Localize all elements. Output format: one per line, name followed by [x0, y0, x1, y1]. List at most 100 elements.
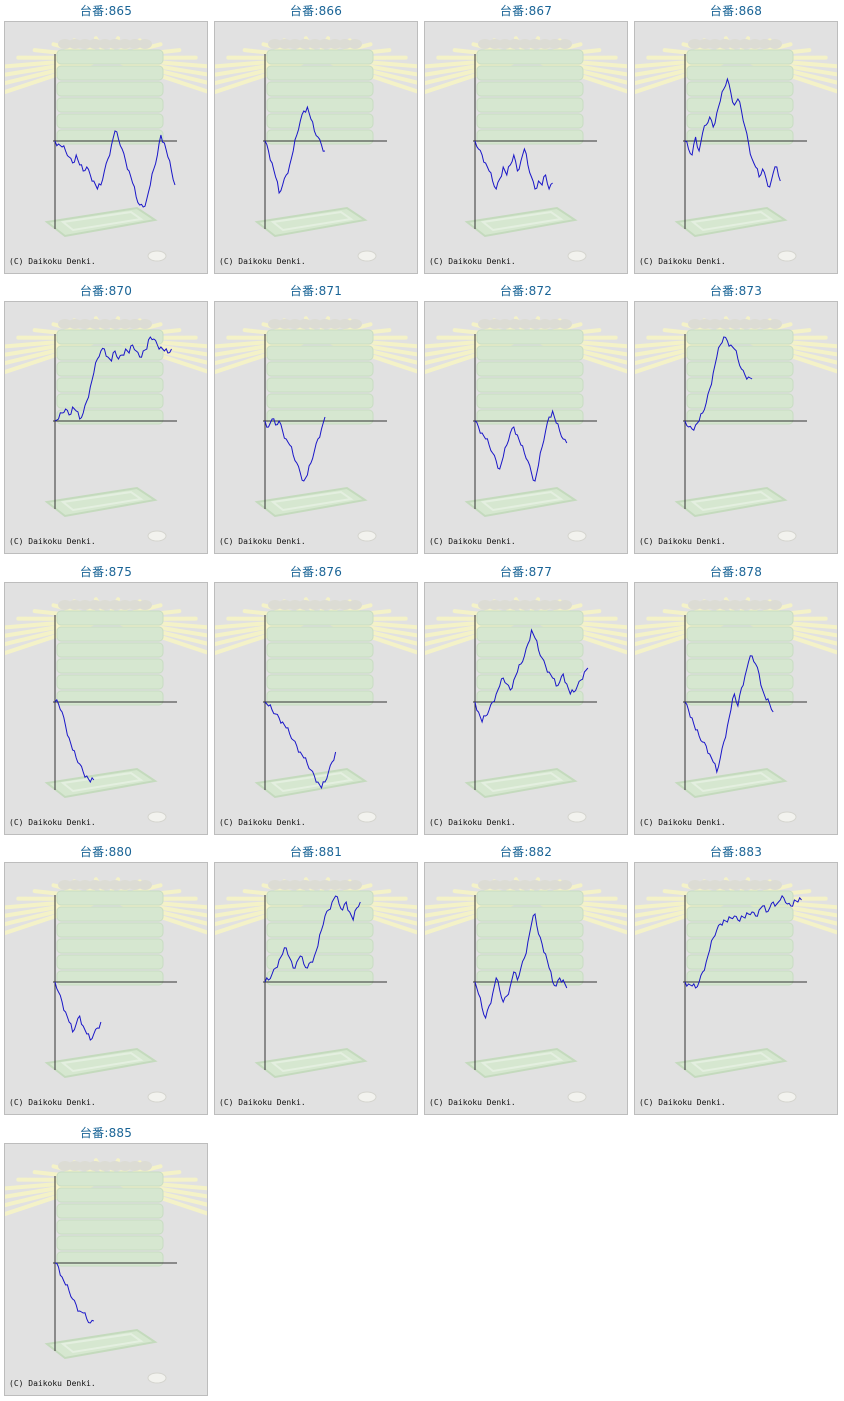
- copyright-text: (C) Daikoku Denki.: [429, 537, 516, 546]
- machine-number-label[interactable]: 台番:881: [289, 845, 343, 859]
- graph-tile[interactable]: 台番:878 (C) Daikoku Denki.: [634, 561, 838, 835]
- copyright-text: (C) Daikoku Denki.: [9, 818, 96, 827]
- slump-graph: [215, 316, 417, 542]
- graph-tile[interactable]: 台番:883 (C) Daikoku Denki.: [634, 841, 838, 1115]
- machine-number-label[interactable]: 台番:876: [289, 565, 343, 579]
- slump-graph-panel: (C) Daikoku Denki.: [4, 301, 208, 554]
- machine-number-label[interactable]: 台番:882: [499, 845, 553, 859]
- machine-number-label[interactable]: 台番:866: [289, 4, 343, 18]
- slump-graph: [215, 877, 417, 1103]
- graph-tile[interactable]: 台番:868 (C) Daikoku Denki.: [634, 0, 838, 274]
- slump-graph: [5, 316, 207, 542]
- slump-graph-panel: (C) Daikoku Denki.: [424, 862, 628, 1115]
- machine-number-label[interactable]: 台番:871: [289, 284, 343, 298]
- slump-series-line: [684, 336, 753, 431]
- medal-box-stack-decoration: [56, 1171, 164, 1267]
- machine-number-label[interactable]: 台番:875: [79, 565, 133, 579]
- machine-number-label[interactable]: 台番:878: [709, 565, 763, 579]
- slump-graph-panel: (C) Daikoku Denki.: [424, 301, 628, 554]
- graph-tile[interactable]: 台番:882 (C) Daikoku Denki.: [424, 841, 628, 1115]
- machine-number-label[interactable]: 台番:883: [709, 845, 763, 859]
- graph-tile[interactable]: 台番:871 (C) Daikoku Denki.: [214, 280, 418, 554]
- graph-tile[interactable]: 台番:870 (C) Daikoku Denki.: [4, 280, 208, 554]
- slump-series-line: [54, 336, 172, 422]
- graph-tile[interactable]: 台番:867 (C) Daikoku Denki.: [424, 0, 628, 274]
- medal-tray-decoration: [44, 206, 158, 238]
- graph-tile[interactable]: 台番:866 (C) Daikoku Denki.: [214, 0, 418, 274]
- medal-tray-decoration: [44, 1328, 158, 1360]
- graph-tile[interactable]: 台番:877 (C) Daikoku Denki.: [424, 561, 628, 835]
- coin-icon: [147, 250, 167, 262]
- medal-box-stack-decoration: [476, 49, 584, 145]
- slump-graph-panel: (C) Daikoku Denki.: [4, 21, 208, 274]
- slump-graph: [635, 316, 837, 542]
- graph-tile[interactable]: 台番:876 (C) Daikoku Denki.: [214, 561, 418, 835]
- slump-series-line: [264, 701, 337, 790]
- copyright-text: (C) Daikoku Denki.: [9, 1379, 96, 1388]
- slump-series-line: [264, 416, 326, 482]
- copyright-text: (C) Daikoku Denki.: [9, 1098, 96, 1107]
- medal-tray-decoration: [674, 486, 788, 518]
- copyright-text: (C) Daikoku Denki.: [429, 818, 516, 827]
- graph-tile[interactable]: 台番:880 (C) Daikoku Denki.: [4, 841, 208, 1115]
- slump-graph: [5, 877, 207, 1103]
- medal-tray-decoration: [464, 1047, 578, 1079]
- machine-number-label[interactable]: 台番:868: [709, 4, 763, 18]
- machine-number-label[interactable]: 台番:873: [709, 284, 763, 298]
- machine-number-label[interactable]: 台番:885: [79, 1126, 133, 1140]
- machine-number-label[interactable]: 台番:872: [499, 284, 553, 298]
- machine-number-label[interactable]: 台番:880: [79, 845, 133, 859]
- medal-tray-decoration: [674, 206, 788, 238]
- medal-tray-decoration: [254, 1047, 368, 1079]
- slump-graph-panel: (C) Daikoku Denki.: [634, 21, 838, 274]
- copyright-text: (C) Daikoku Denki.: [639, 818, 726, 827]
- slump-series-line: [264, 895, 361, 983]
- slump-series-line: [474, 912, 568, 1020]
- medal-box-stack-decoration: [476, 329, 584, 425]
- graph-tile[interactable]: 台番:873 (C) Daikoku Denki.: [634, 280, 838, 554]
- slump-graph-panel: (C) Daikoku Denki.: [4, 582, 208, 835]
- slump-graph-panel: (C) Daikoku Denki.: [634, 582, 838, 835]
- graph-axes: [263, 895, 387, 1070]
- graph-tile[interactable]: 台番:881 (C) Daikoku Denki.: [214, 841, 418, 1115]
- medal-box-stack-decoration: [56, 890, 164, 986]
- slump-graph-panel: (C) Daikoku Denki.: [4, 862, 208, 1115]
- slump-graph: [215, 36, 417, 262]
- slump-graph-panel: (C) Daikoku Denki.: [424, 21, 628, 274]
- slump-series-line: [474, 409, 568, 482]
- slump-graph: [215, 597, 417, 823]
- copyright-text: (C) Daikoku Denki.: [639, 257, 726, 266]
- copyright-text: (C) Daikoku Denki.: [9, 257, 96, 266]
- copyright-text: (C) Daikoku Denki.: [429, 1098, 516, 1107]
- coin-icon: [777, 250, 797, 262]
- slump-series-line: [54, 130, 176, 208]
- slump-graph-panel: (C) Daikoku Denki.: [214, 582, 418, 835]
- copyright-text: (C) Daikoku Denki.: [219, 818, 306, 827]
- medal-box-stack-decoration: [266, 329, 374, 425]
- medal-box-stack-decoration: [686, 329, 794, 425]
- graph-tile[interactable]: 台番:865 (C) Daikoku Denki.: [4, 0, 208, 274]
- slump-graph: [5, 36, 207, 262]
- machine-number-label[interactable]: 台番:865: [79, 4, 133, 18]
- medal-box-stack-decoration: [476, 610, 584, 706]
- graph-tile[interactable]: 台番:885 (C) Daikoku Denki.: [4, 1122, 208, 1396]
- medal-box-stack-decoration: [266, 610, 374, 706]
- slump-series-line: [684, 894, 802, 989]
- slump-graph-panel: (C) Daikoku Denki.: [214, 21, 418, 274]
- machine-number-label[interactable]: 台番:877: [499, 565, 553, 579]
- medal-tray-decoration: [44, 1047, 158, 1079]
- coin-icon: [567, 1091, 587, 1103]
- medal-tray-decoration: [254, 767, 368, 799]
- coin-icon: [567, 250, 587, 262]
- slump-graph-panel: (C) Daikoku Denki.: [4, 1143, 208, 1396]
- coin-icon: [147, 811, 167, 823]
- machine-number-label[interactable]: 台番:867: [499, 4, 553, 18]
- coin-icon: [357, 1091, 377, 1103]
- medal-tray-decoration: [254, 486, 368, 518]
- slump-graph: [635, 597, 837, 823]
- machine-number-label[interactable]: 台番:870: [79, 284, 133, 298]
- coin-icon: [567, 811, 587, 823]
- slump-series-line: [474, 628, 589, 724]
- graph-tile[interactable]: 台番:872 (C) Daikoku Denki.: [424, 280, 628, 554]
- graph-tile[interactable]: 台番:875 (C) Daikoku Denki.: [4, 561, 208, 835]
